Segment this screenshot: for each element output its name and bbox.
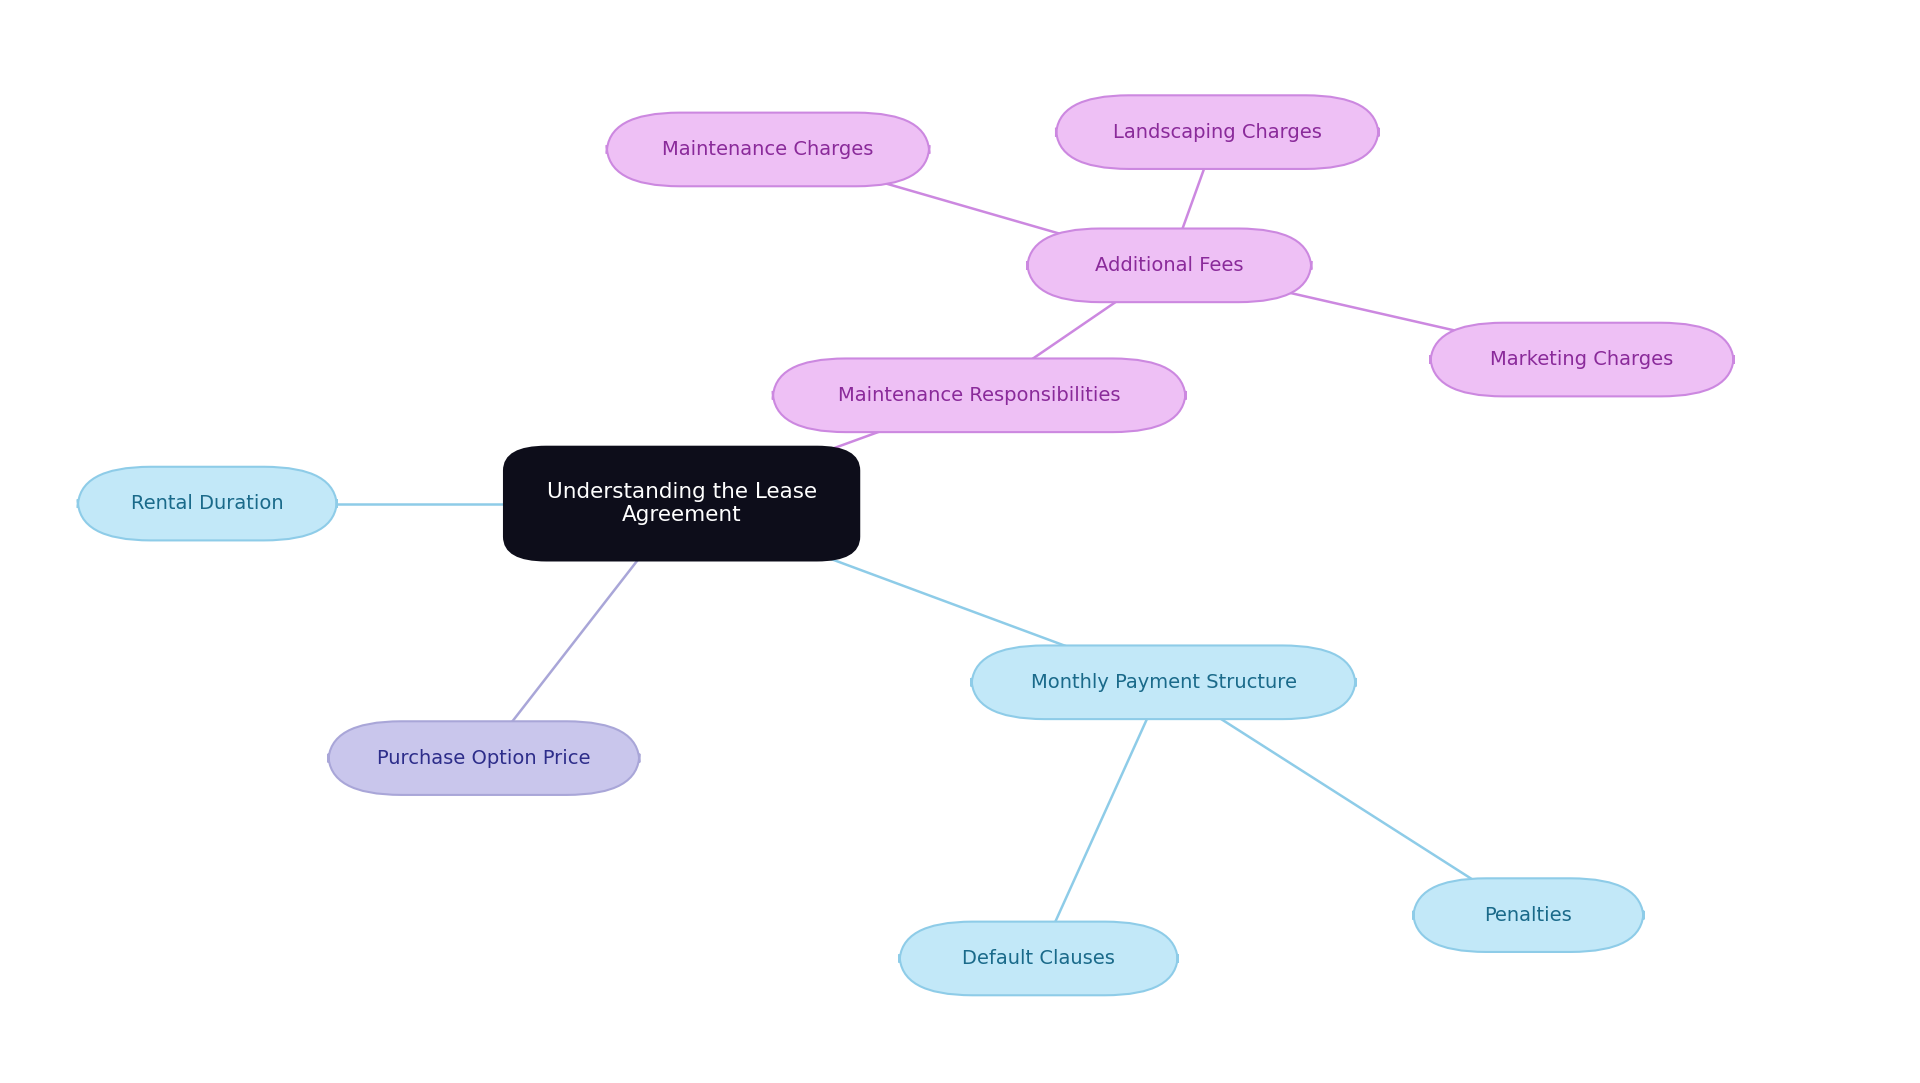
- FancyBboxPatch shape: [1413, 878, 1644, 952]
- FancyBboxPatch shape: [899, 922, 1179, 995]
- FancyBboxPatch shape: [1056, 95, 1379, 169]
- FancyBboxPatch shape: [1430, 323, 1734, 396]
- FancyBboxPatch shape: [972, 645, 1356, 719]
- Text: Purchase Option Price: Purchase Option Price: [376, 748, 591, 768]
- FancyBboxPatch shape: [607, 113, 929, 186]
- FancyBboxPatch shape: [328, 721, 639, 795]
- Text: Landscaping Charges: Landscaping Charges: [1114, 122, 1321, 142]
- Text: Additional Fees: Additional Fees: [1094, 256, 1244, 275]
- Text: Penalties: Penalties: [1484, 905, 1572, 925]
- FancyBboxPatch shape: [1027, 229, 1311, 302]
- Text: Default Clauses: Default Clauses: [962, 949, 1116, 968]
- Text: Marketing Charges: Marketing Charges: [1490, 350, 1674, 369]
- FancyBboxPatch shape: [77, 467, 338, 540]
- Text: Monthly Payment Structure: Monthly Payment Structure: [1031, 673, 1296, 692]
- FancyBboxPatch shape: [503, 446, 858, 561]
- Text: Rental Duration: Rental Duration: [131, 494, 284, 513]
- Text: Maintenance Charges: Maintenance Charges: [662, 140, 874, 159]
- FancyBboxPatch shape: [772, 358, 1187, 432]
- Text: Maintenance Responsibilities: Maintenance Responsibilities: [837, 386, 1121, 405]
- Text: Understanding the Lease
Agreement: Understanding the Lease Agreement: [547, 482, 816, 525]
